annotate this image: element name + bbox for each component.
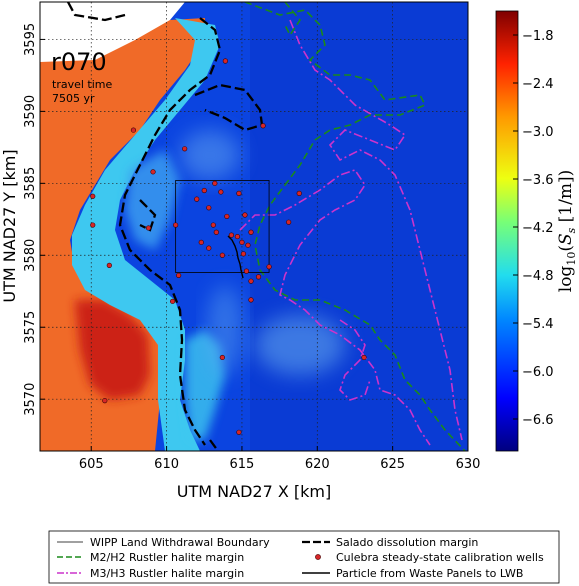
calibration-well-marker: [213, 229, 219, 235]
calibration-well-marker: [239, 239, 245, 245]
colorbar-tick-label: −3.6: [522, 173, 554, 188]
calibration-well-marker: [150, 169, 156, 175]
colorbar-tick-label: −3.0: [522, 125, 554, 140]
colorbar-ticks: −1.8 −2.4 −3.0 −3.6 −4.2 −4.8 −5.4 −6.0 −6.6: [513, 29, 554, 428]
legend-label-m2h2: M2/H2 Rustler halite margin: [90, 551, 244, 564]
calibration-well-marker: [130, 127, 137, 133]
colorbar-tick-label: −1.8: [522, 29, 554, 44]
m3h3-halite-margin: [239, 19, 463, 446]
calibration-well-marker: [296, 190, 302, 197]
legend-label-wells: Culebra steady-state calibration wells: [336, 551, 544, 564]
calibration-well-marker: [236, 429, 242, 435]
legend-swatch-wells: [315, 554, 321, 560]
colorbar-tick-label: −5.4: [522, 317, 554, 332]
field-patch-2: [255, 315, 345, 375]
x-tick-label: 630: [456, 457, 481, 472]
y-tick-label: 3575: [23, 311, 38, 344]
particle-path: [227, 235, 244, 279]
calibration-well-marker: [224, 213, 230, 220]
calibration-well-marker: [106, 262, 112, 268]
y-tick-label: 3570: [23, 383, 38, 416]
calibration-well-marker: [255, 274, 262, 280]
colorbar-tick-label: −6.0: [522, 365, 554, 380]
calibration-well-marker: [90, 193, 96, 199]
field-cyan-band: [72, 18, 220, 451]
calibration-well-marker: [219, 252, 225, 258]
x-tick-label: 610: [154, 457, 179, 472]
calibration-well-marker: [90, 222, 96, 228]
y-axis-ticks: 3570 3575 3580 3585 3590 3595: [23, 23, 45, 416]
calibration-well-marker: [260, 123, 266, 129]
calibration-well-marker: [243, 268, 250, 274]
colorbar-gradient: [495, 10, 519, 452]
calibration-well-marker: [286, 219, 292, 225]
calibration-well-marker: [222, 58, 228, 64]
calibration-well-marker: [145, 225, 152, 231]
calibration-well-marker: [198, 239, 204, 245]
calibration-well-marker: [176, 272, 182, 279]
axes-frame: [39, 1, 469, 452]
calibration-well-marker: [210, 222, 216, 228]
calibration-well-marker: [266, 264, 272, 270]
colorbar-tick-label: −6.6: [522, 413, 554, 428]
x-tick-label: 615: [230, 457, 255, 472]
m2h2-halite-margin: [244, 2, 466, 451]
calibration-well-marker: [212, 180, 218, 186]
calibration-well-marker: [218, 189, 224, 195]
legend-label-salado: Salado dissolution margin: [336, 536, 478, 549]
calibration-well-marker: [194, 196, 200, 202]
calibration-well-marker: [228, 232, 234, 238]
colorbar-tick-label: −4.8: [522, 269, 554, 284]
calibration-well-marker: [248, 278, 254, 284]
calibration-well-marker: [248, 297, 254, 303]
calibration-well-marker: [206, 245, 212, 251]
travel-time-label: travel time: [52, 78, 112, 91]
legend-label-m3h3: M3/H3 Rustler halite margin: [90, 567, 244, 580]
calibration-well-marker: [201, 187, 207, 194]
y-tick-label: 3580: [23, 239, 38, 272]
travel-time-value: 7505 yr: [52, 92, 95, 105]
salado-dissolution-margin: [66, 2, 264, 451]
grid-lines: [40, 2, 468, 451]
y-tick-label: 3590: [23, 95, 38, 128]
legend-box: [48, 530, 560, 584]
calibration-well-marker: [234, 233, 241, 240]
calibration-well-marker: [361, 354, 367, 361]
legend-label-particle: Particle from Waste Panels to LWB: [336, 567, 523, 580]
heatmap-field: [40, 2, 468, 451]
y-tick-label: 3585: [23, 167, 38, 200]
calibration-well-marker: [170, 298, 176, 304]
calibration-well-marker: [242, 212, 248, 218]
colorbar-tick-label: −2.4: [522, 77, 554, 92]
y-axis-title: UTM NAD27 Y [km]: [0, 149, 19, 302]
field-patch-3: [207, 285, 243, 375]
field-east-dark: [250, 2, 468, 451]
calibration-wells: [90, 58, 367, 435]
panel-label: r070: [51, 48, 107, 76]
legend: WIPP Land Withdrawal Boundary Salado dis…: [48, 530, 560, 584]
colorbar: −1.8 −2.4 −3.0 −3.6 −4.2 −4.8 −5.4 −6.0 −6.6 log…: [495, 10, 578, 452]
x-tick-label: 620: [305, 457, 330, 472]
calibration-well-marker: [245, 242, 251, 248]
calibration-well-marker: [102, 398, 108, 404]
x-axis-ticks: 605 610 615 620 625 630: [79, 446, 481, 472]
calibration-well-marker: [206, 205, 212, 211]
legend-label-wipp: WIPP Land Withdrawal Boundary: [90, 536, 270, 549]
x-tick-label: 605: [79, 457, 104, 472]
calibration-well-marker: [219, 354, 225, 361]
calibration-well-marker: [248, 229, 254, 235]
no-data-corner: [40, 2, 185, 62]
x-tick-label: 625: [380, 457, 405, 472]
y-tick-label: 3595: [23, 23, 38, 56]
colorbar-tick-label: −4.2: [522, 221, 554, 236]
calibration-well-marker: [240, 251, 247, 257]
calibration-well-marker: [236, 190, 242, 197]
calibration-well-marker: [182, 146, 188, 152]
x-axis-title: UTM NAD27 X [km]: [177, 482, 331, 501]
calibration-well-marker: [173, 222, 179, 228]
field-red-spot: [75, 300, 150, 400]
colorbar-label: log10(Ss [1/m]): [556, 170, 578, 292]
field-patch-1: [180, 130, 240, 180]
